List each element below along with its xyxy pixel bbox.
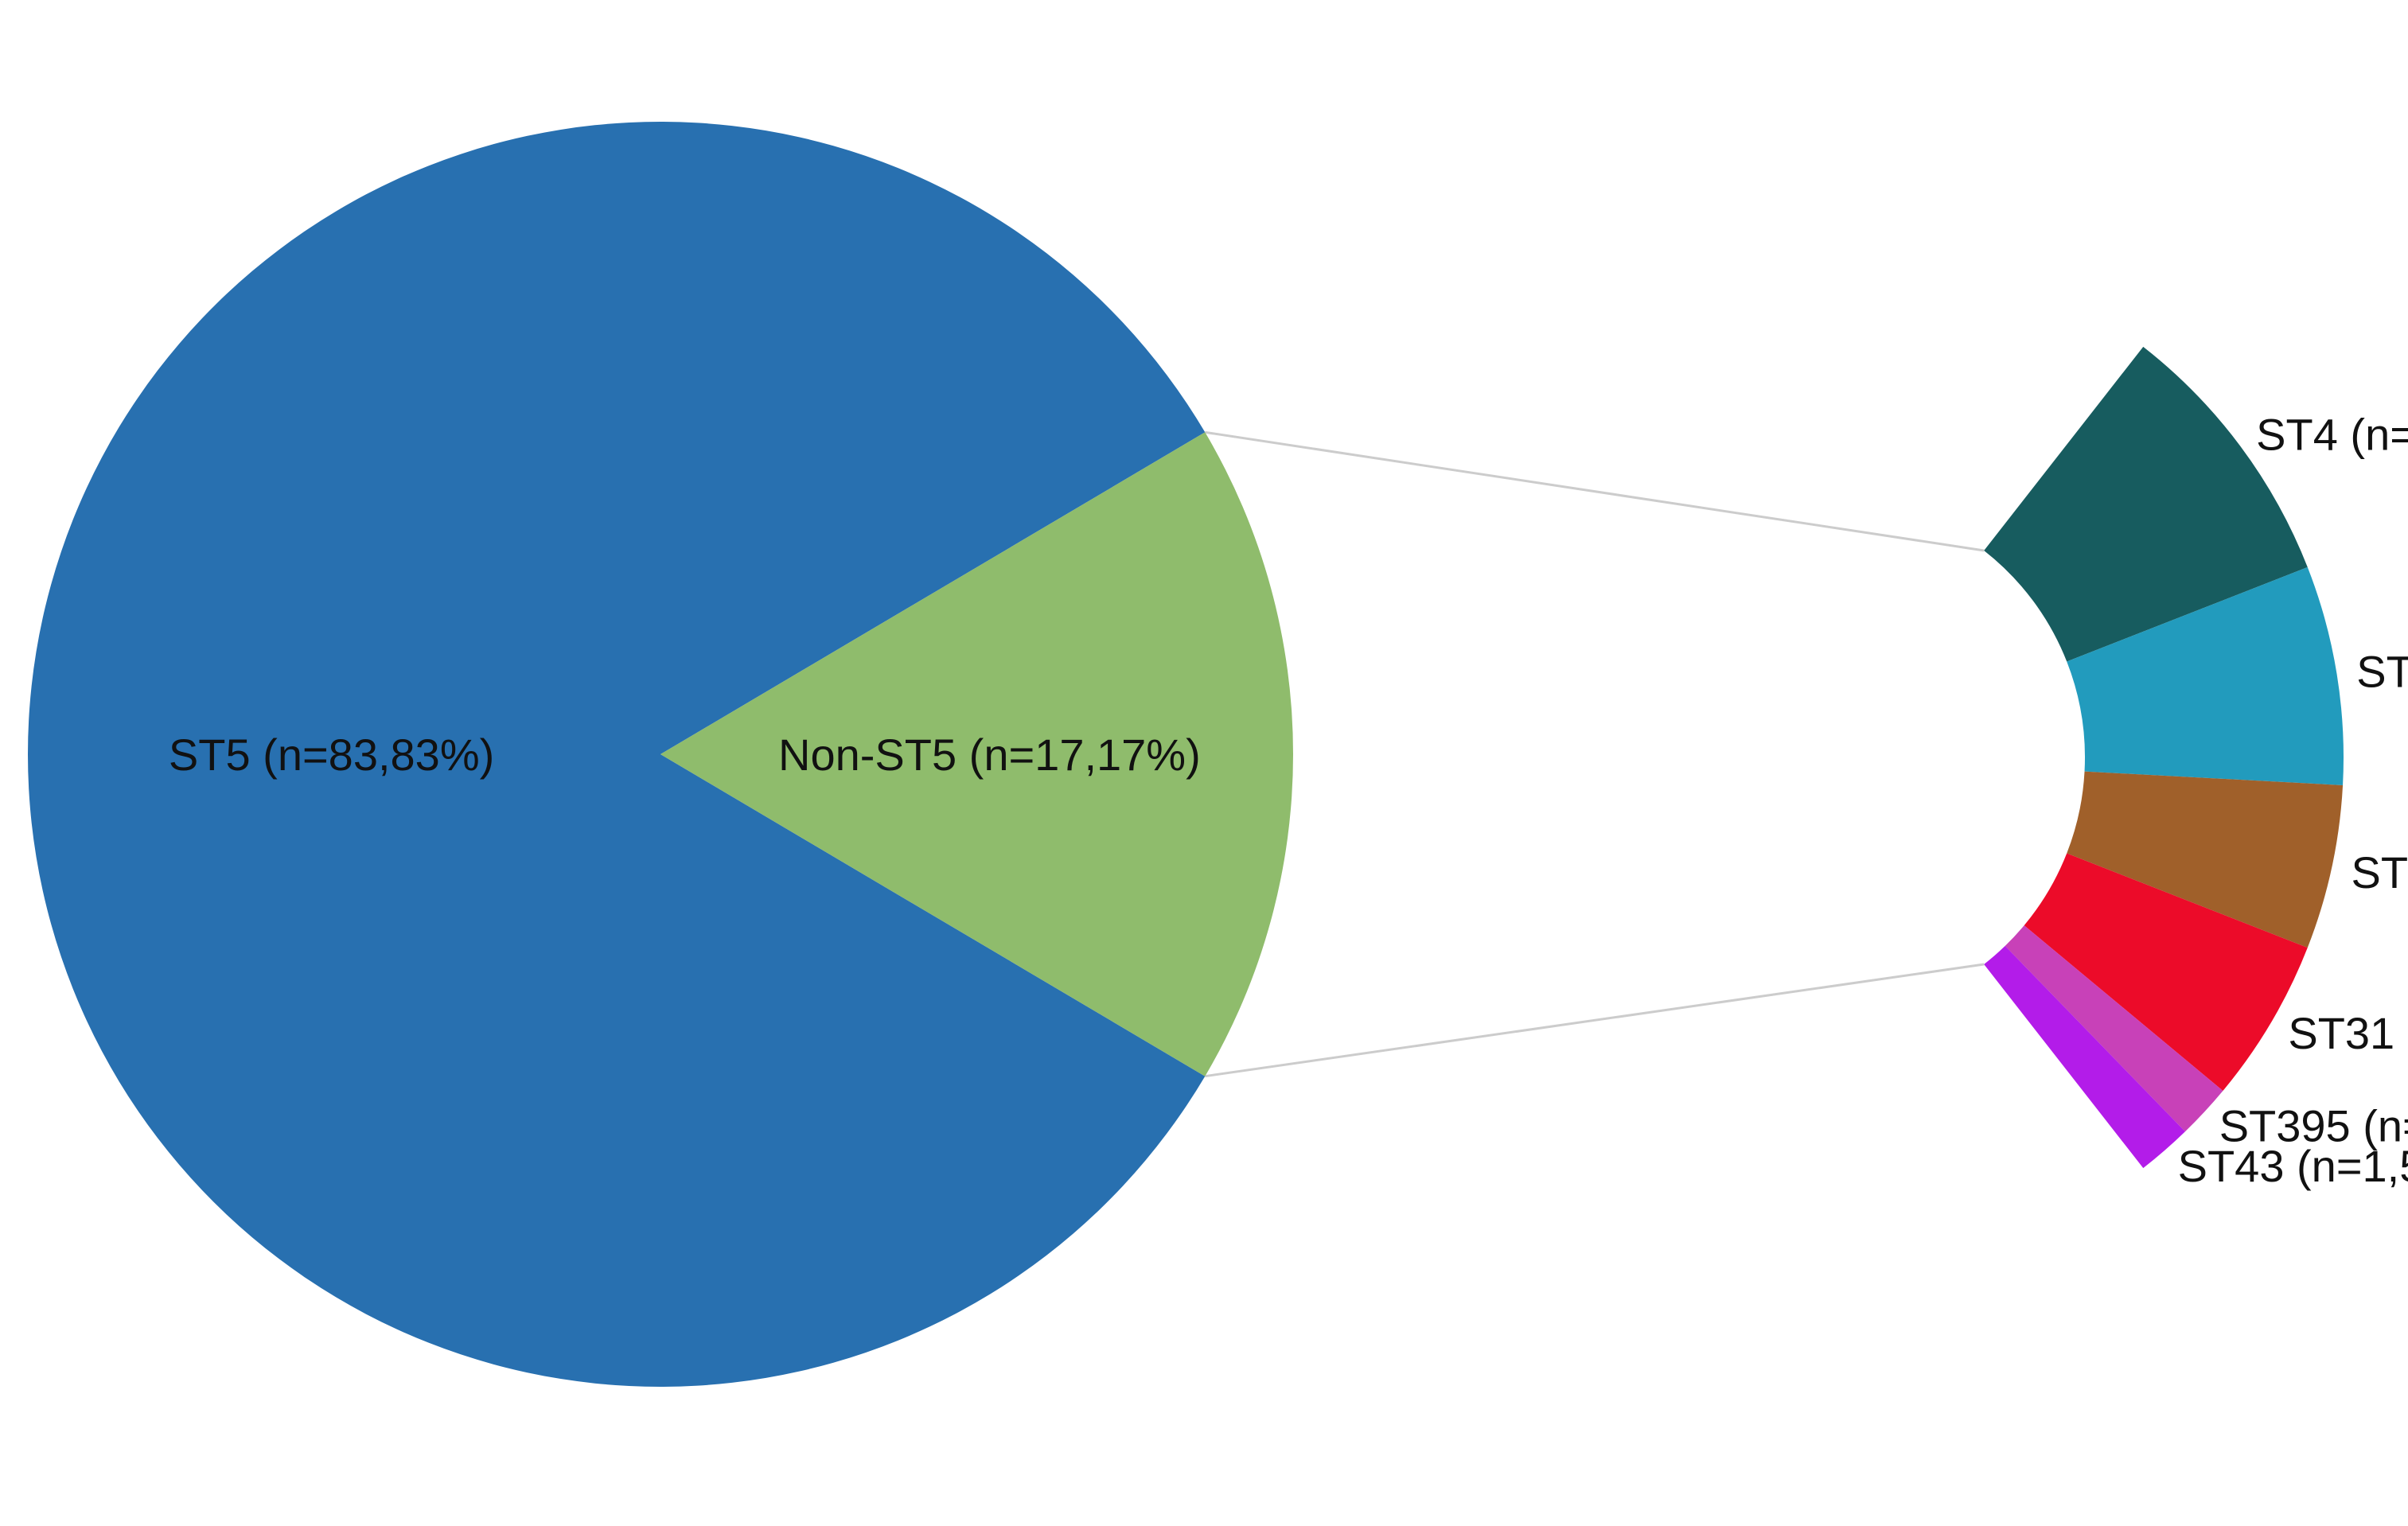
arc-segment-st395 (2005, 925, 2223, 1132)
main-pie (28, 121, 1293, 1387)
arc-label-st685: ST685 (n=3,17.65%) (2352, 847, 2408, 897)
slice-label-non-st5: Non-ST5 (n=17,17%) (778, 730, 1201, 780)
slice-labels: ST5 (n=83,83%) Non-ST5 (n=17,17%) ST4 (n=5… (169, 410, 2408, 1191)
arc-segment-st93 (2067, 566, 2344, 785)
arc-label-st93: ST93 (n=4,23.53%) (2356, 647, 2408, 697)
arc-segment-st43 (1984, 945, 2185, 1169)
slice-st5 (28, 121, 1206, 1387)
arc-label-st395: ST395 (n=1,5.88%) (2219, 1100, 2408, 1150)
connector-lines (1205, 430, 1985, 1078)
arc-label-st4: ST4 (n=5,29.41%) (2256, 410, 2408, 460)
arc-label-st31: ST31 (n=3,17.65%) (2288, 1008, 2408, 1058)
arc-segment-st685 (2067, 771, 2344, 948)
breakdown-arc (1984, 346, 2344, 1169)
slice-non-st5 (660, 432, 1293, 1076)
arc-segment-st31 (2024, 853, 2308, 1092)
connector-line-top (1205, 430, 1985, 552)
connector-line-bottom (1205, 963, 1985, 1078)
arc-segment-st4 (1984, 346, 2308, 662)
arc-label-st43: ST43 (n=1,5.88%) (2178, 1141, 2408, 1191)
slice-label-st5: ST5 (n=83,83%) (169, 730, 494, 780)
